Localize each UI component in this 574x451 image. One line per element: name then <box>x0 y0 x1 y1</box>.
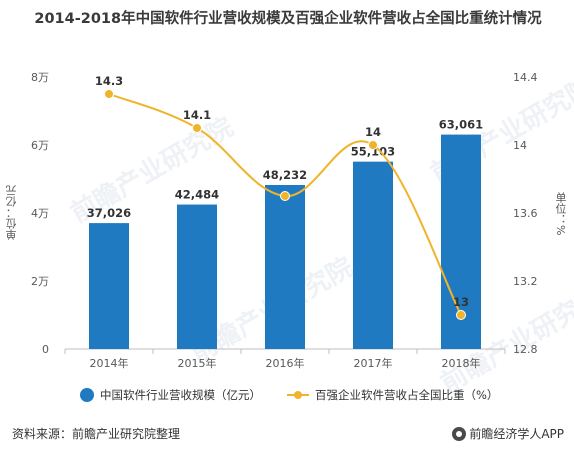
line-point <box>104 89 114 99</box>
brand-logo-icon <box>452 426 467 441</box>
x-tick-label: 2018年 <box>442 356 481 370</box>
y-right-tick-label: 14.4 <box>513 71 538 84</box>
x-tick-label: 2016年 <box>266 356 305 370</box>
legend-bar: 中国软件行业营收规模（亿元） <box>80 387 261 403</box>
brand-credit: 前瞻经济学人APP <box>452 425 564 442</box>
chart-title: 2014-2018年中国软件行业营收规模及百强企业软件营收占全国比重统计情况 <box>34 11 542 27</box>
legend-line-label: 百强企业软件营收占全国比重（%） <box>315 388 499 402</box>
bar-data-label: 63,061 <box>439 118 483 132</box>
y-left-tick-label: 8万 <box>31 71 49 84</box>
x-tick-label: 2015年 <box>178 356 217 370</box>
legend-line: 百强企业软件营收占全国比重（%） <box>287 387 498 403</box>
y-left-tick-label: 4万 <box>31 207 49 220</box>
legend-bar-label: 中国软件行业营收规模（亿元） <box>100 388 261 402</box>
y-right-tick-label: 13.2 <box>513 275 538 288</box>
y-axis-right-label: 单位：% <box>554 192 567 236</box>
y-right-tick-label: 12.8 <box>513 343 538 356</box>
bar <box>265 185 305 349</box>
line-point <box>280 191 290 201</box>
bar-data-label: 48,232 <box>263 168 307 182</box>
bar <box>353 161 393 349</box>
legend-bar-marker <box>80 388 94 402</box>
bar-data-label: 42,484 <box>175 188 219 202</box>
line-data-label: 13 <box>453 295 469 309</box>
bar <box>89 223 129 349</box>
line-data-label: 14.1 <box>183 108 211 122</box>
y-right-tick-label: 14 <box>513 139 527 152</box>
x-tick-label: 2014年 <box>90 356 129 370</box>
y-right-tick-label: 13.6 <box>513 207 538 220</box>
line-data-label: 14 <box>365 125 381 139</box>
bar-data-label: 37,026 <box>87 206 131 220</box>
x-tick-label: 2017年 <box>354 356 393 370</box>
line-point <box>192 123 202 133</box>
y-left-tick-label: 2万 <box>31 275 49 288</box>
bar <box>177 204 217 349</box>
y-left-tick-label: 6万 <box>31 139 49 152</box>
legend-line-marker <box>287 388 309 402</box>
y-left-tick-label: 0 <box>42 343 49 356</box>
line-data-label: 14.3 <box>95 74 123 88</box>
source-note: 资料来源：前瞻产业研究院整理 <box>12 427 181 441</box>
brand-name: 前瞻经济学人APP <box>469 427 564 441</box>
line-point <box>368 140 378 150</box>
line-point <box>456 310 466 320</box>
y-axis-left-label: 单位：亿元 <box>5 185 18 240</box>
line-series <box>108 93 462 316</box>
